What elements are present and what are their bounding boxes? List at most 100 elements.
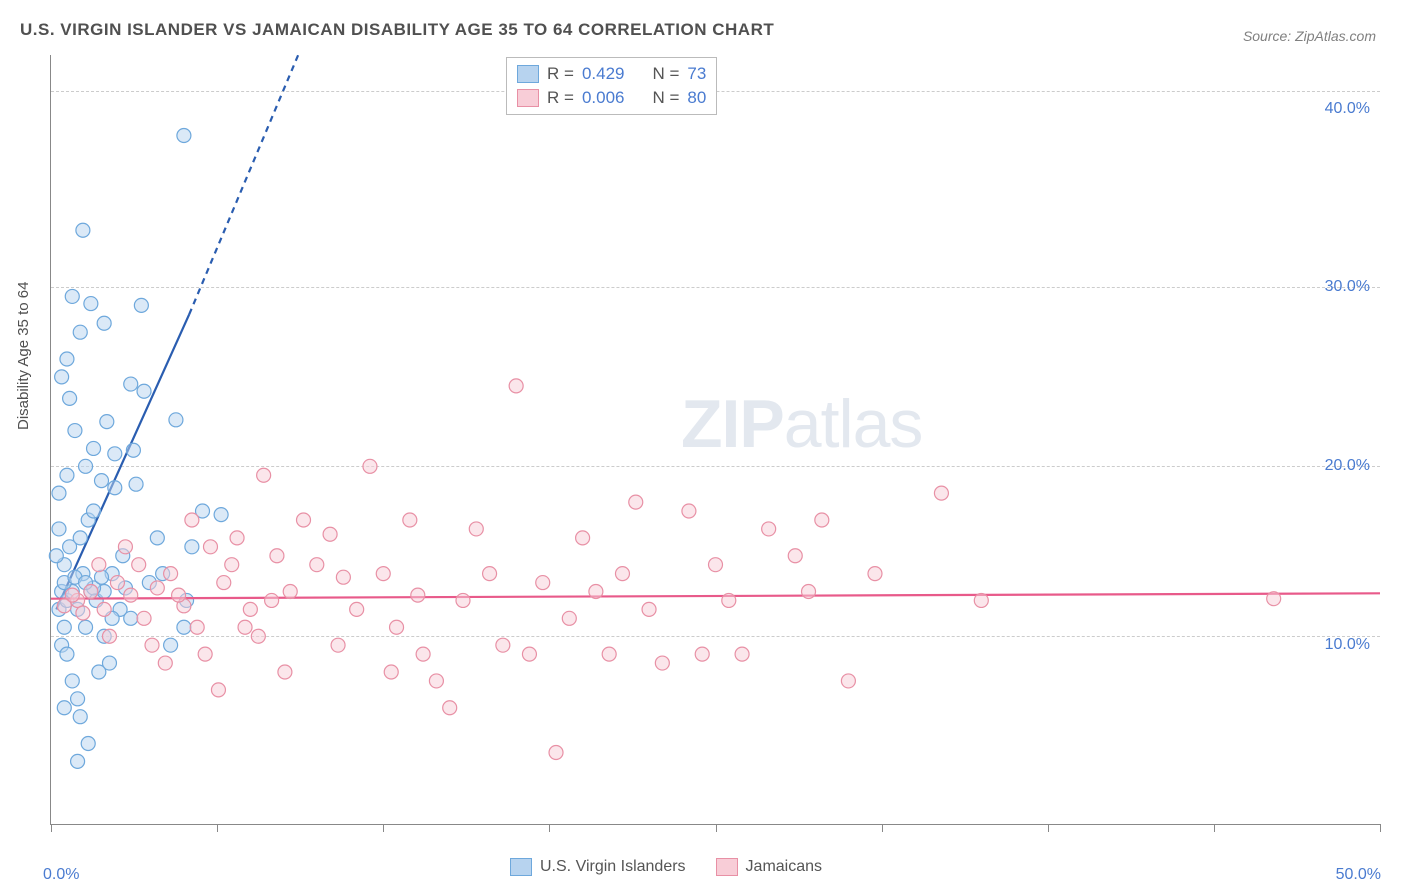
series-legend: U.S. Virgin Islanders Jamaicans [510, 858, 822, 876]
r-value-1: 0.429 [582, 64, 625, 84]
data-point [57, 620, 71, 634]
data-point [363, 459, 377, 473]
data-point [695, 647, 709, 661]
data-point [150, 531, 164, 545]
data-point [87, 504, 101, 518]
data-point [198, 647, 212, 661]
data-point [762, 522, 776, 536]
data-point [134, 298, 148, 312]
x-tick [1214, 824, 1215, 832]
data-point [100, 415, 114, 429]
legend-label-1: U.S. Virgin Islanders [540, 858, 686, 876]
correlation-row-1: R = 0.429 N = 73 [517, 62, 706, 86]
data-point [185, 513, 199, 527]
y-tick-label: 10.0% [1325, 636, 1370, 654]
data-point [974, 593, 988, 607]
data-point [63, 391, 77, 405]
data-point [60, 647, 74, 661]
data-point [214, 508, 228, 522]
data-point [172, 588, 186, 602]
data-point [60, 352, 74, 366]
data-point [469, 522, 483, 536]
data-point [150, 581, 164, 595]
data-point [522, 647, 536, 661]
x-tick [51, 824, 52, 832]
legend-swatch-1 [510, 858, 532, 876]
data-point [429, 674, 443, 688]
data-point [108, 447, 122, 461]
data-point [238, 620, 252, 634]
data-point [137, 611, 151, 625]
data-point [57, 701, 71, 715]
x-tick [716, 824, 717, 832]
data-point [376, 567, 390, 581]
data-point [483, 567, 497, 581]
data-point [384, 665, 398, 679]
data-point [97, 316, 111, 330]
data-point [76, 606, 90, 620]
data-point [65, 289, 79, 303]
data-point [124, 588, 138, 602]
data-point [323, 527, 337, 541]
data-point [84, 297, 98, 311]
x-tick [549, 824, 550, 832]
data-point [76, 223, 90, 237]
data-point [403, 513, 417, 527]
data-point [203, 540, 217, 554]
data-point [709, 558, 723, 572]
trend-line [51, 593, 1380, 598]
n-label: N = [652, 88, 679, 108]
data-point [602, 647, 616, 661]
data-point [71, 692, 85, 706]
source-attribution: Source: ZipAtlas.com [1243, 28, 1376, 44]
data-point [243, 602, 257, 616]
x-tick-max-label: 50.0% [1336, 866, 1381, 884]
data-point [350, 602, 364, 616]
data-point [102, 656, 116, 670]
data-point [509, 379, 523, 393]
data-point [251, 629, 265, 643]
legend-swatch-2 [716, 858, 738, 876]
data-point [55, 370, 69, 384]
chart-title: U.S. VIRGIN ISLANDER VS JAMAICAN DISABIL… [20, 20, 774, 40]
data-point [177, 128, 191, 142]
data-point [52, 486, 66, 500]
data-point [270, 549, 284, 563]
data-point [95, 474, 109, 488]
n-value-2: 80 [687, 88, 706, 108]
data-point [642, 602, 656, 616]
scatter-svg [51, 55, 1380, 824]
swatch-series-1 [517, 65, 539, 83]
data-point [278, 665, 292, 679]
data-point [169, 413, 183, 427]
correlation-legend: R = 0.429 N = 73 R = 0.006 N = 80 [506, 57, 717, 115]
data-point [145, 638, 159, 652]
n-value-1: 73 [687, 64, 706, 84]
data-point [868, 567, 882, 581]
r-label: R = [547, 64, 574, 84]
data-point [655, 656, 669, 670]
data-point [217, 576, 231, 590]
data-point [185, 540, 199, 554]
data-point [589, 585, 603, 599]
data-point [615, 567, 629, 581]
data-point [576, 531, 590, 545]
data-point [71, 754, 85, 768]
data-point [722, 593, 736, 607]
data-point [283, 585, 297, 599]
data-point [137, 384, 151, 398]
data-point [52, 522, 66, 536]
data-point [65, 674, 79, 688]
r-value-2: 0.006 [582, 88, 625, 108]
r-label: R = [547, 88, 574, 108]
data-point [73, 710, 87, 724]
x-tick [217, 824, 218, 832]
swatch-series-2 [517, 89, 539, 107]
data-point [443, 701, 457, 715]
data-point [297, 513, 311, 527]
data-point [225, 558, 239, 572]
data-point [124, 611, 138, 625]
data-point [110, 576, 124, 590]
trend-line [56, 314, 189, 609]
data-point [682, 504, 696, 518]
